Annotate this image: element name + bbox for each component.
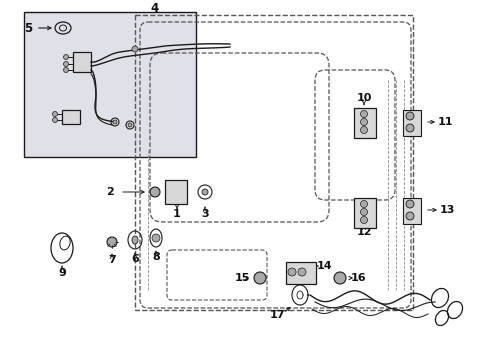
Text: 4: 4 [151, 1, 159, 14]
Circle shape [287, 268, 295, 276]
Text: 10: 10 [356, 93, 371, 103]
Circle shape [360, 118, 367, 126]
Text: 15: 15 [234, 273, 249, 283]
Text: 16: 16 [349, 273, 365, 283]
Text: 11: 11 [436, 117, 452, 127]
Bar [135, 15, 412, 310]
Text: 2: 2 [106, 187, 114, 197]
Text: 17: 17 [269, 310, 284, 320]
Bar [24, 12, 196, 157]
Text: 9: 9 [58, 268, 66, 278]
Text: 14: 14 [316, 261, 331, 271]
Circle shape [360, 111, 367, 117]
Text: 7: 7 [108, 255, 116, 265]
Circle shape [360, 201, 367, 207]
Text: 8: 8 [152, 252, 160, 262]
Circle shape [202, 189, 207, 195]
Circle shape [253, 272, 265, 284]
Bar [402, 198, 420, 224]
Bar [285, 262, 315, 284]
Bar [402, 110, 420, 136]
Circle shape [152, 234, 160, 242]
Circle shape [405, 200, 413, 208]
Circle shape [360, 126, 367, 134]
Bar [164, 180, 186, 204]
Circle shape [405, 112, 413, 120]
Text: 12: 12 [356, 227, 371, 237]
Circle shape [360, 208, 367, 216]
Circle shape [63, 68, 68, 72]
Circle shape [405, 124, 413, 132]
Circle shape [63, 54, 68, 59]
Bar [62, 110, 80, 124]
Text: 6: 6 [131, 254, 139, 264]
Circle shape [132, 46, 138, 52]
Circle shape [52, 117, 58, 122]
Text: 13: 13 [438, 205, 454, 215]
Circle shape [333, 272, 346, 284]
Bar [73, 52, 91, 72]
Text: 1: 1 [173, 209, 181, 219]
Circle shape [113, 120, 117, 124]
Circle shape [360, 216, 367, 224]
Circle shape [150, 187, 160, 197]
Circle shape [128, 123, 132, 127]
Circle shape [63, 62, 68, 67]
Circle shape [107, 237, 117, 247]
Circle shape [52, 112, 58, 117]
Bar [353, 108, 375, 138]
Bar [353, 198, 375, 228]
Circle shape [297, 268, 305, 276]
Ellipse shape [132, 236, 138, 244]
Text: 5: 5 [24, 22, 32, 35]
Text: 3: 3 [201, 209, 208, 219]
Circle shape [405, 212, 413, 220]
